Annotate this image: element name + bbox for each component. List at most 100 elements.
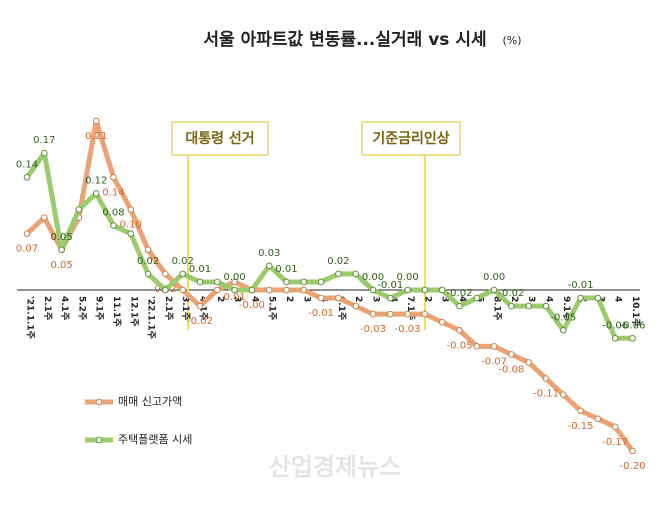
value-label: 0.02 [327, 256, 349, 267]
point [560, 326, 567, 334]
point [421, 310, 429, 318]
x-tick-label: 3 [232, 296, 242, 302]
value-label: 0.07 [16, 244, 38, 255]
x-tick-label: 2 [215, 296, 225, 302]
value-label: -0.11 [533, 389, 559, 400]
x-tick-label: '21.1.1주 [25, 296, 36, 339]
point [525, 302, 533, 310]
x-tick-label: 2 [422, 296, 432, 302]
x-tick-label: 12.1주 [128, 296, 139, 327]
point [41, 214, 48, 221]
value-label: 0.02 [137, 256, 159, 267]
x-tick-label: 9.1주 [561, 296, 572, 320]
point [248, 286, 256, 294]
point [352, 302, 360, 310]
point [231, 278, 238, 286]
x-tick-label: 4.1주 [59, 296, 70, 320]
point [92, 117, 100, 125]
point [456, 326, 463, 334]
value-label: 0.00 [483, 272, 505, 283]
point [317, 278, 325, 286]
point [58, 246, 65, 254]
point [127, 206, 135, 213]
x-tick-label: 8.1주 [492, 296, 503, 320]
point [231, 286, 238, 294]
x-tick-label: 4 [613, 296, 623, 302]
point [144, 246, 152, 254]
point [404, 286, 411, 294]
point [594, 294, 602, 302]
point [456, 302, 463, 310]
point [265, 262, 273, 270]
point [300, 278, 308, 286]
point [473, 294, 481, 302]
annotation: 대통령 선거 [185, 131, 254, 147]
x-tick-label: 5.1주 [267, 296, 278, 320]
x-tick-label: 3 [440, 296, 450, 302]
point [542, 302, 550, 310]
legend-marker [95, 398, 103, 406]
point [611, 335, 619, 342]
point [265, 286, 273, 294]
value-label: -0.03 [395, 324, 421, 335]
x-tick-label: '22.1.1주 [146, 296, 157, 339]
point [629, 447, 636, 455]
point [179, 270, 186, 278]
x-tick-label: 4 [457, 296, 467, 302]
unit: (%) [502, 34, 521, 47]
point [352, 270, 360, 278]
point [369, 286, 377, 294]
point [75, 206, 83, 213]
x-tick-label: 7.1주 [405, 296, 416, 320]
value-label: -0.15 [568, 421, 594, 432]
value-label: 0.01 [189, 264, 211, 275]
value-label: 0.01 [275, 264, 297, 275]
point [23, 174, 31, 181]
point [490, 343, 498, 350]
value-label: 0.14 [16, 159, 38, 170]
point [387, 294, 394, 302]
point [369, 310, 377, 318]
value-label: -0.02 [498, 288, 524, 299]
value-label: -0.17 [602, 437, 628, 448]
legend-label: 매매 신고가액 [118, 395, 182, 408]
annotation: 기준금리인상 [372, 130, 449, 147]
point [110, 174, 117, 181]
point [283, 286, 290, 294]
point [421, 286, 429, 294]
point [23, 230, 31, 237]
point [92, 190, 100, 197]
value-label: -0.02 [187, 316, 213, 327]
x-tick-label: 2.1주 [163, 296, 174, 320]
point [41, 149, 48, 157]
point [438, 318, 446, 326]
value-label: 0.05 [50, 260, 72, 271]
x-tick-label: 3 [301, 296, 311, 302]
x-tick-label: 6.1주 [336, 296, 347, 320]
x-tick-label: 9.1주 [94, 296, 105, 320]
point [560, 391, 567, 398]
point [577, 294, 584, 302]
value-label: 0.10 [120, 220, 142, 231]
x-tick-label: 3 [371, 296, 381, 302]
point [214, 278, 221, 286]
point [577, 407, 584, 415]
series-line [25, 118, 635, 453]
x-tick-label: 10.1주 [630, 296, 641, 327]
x-tick-label: 5.2주 [76, 296, 87, 320]
value-label: -0.08 [498, 364, 524, 375]
value-label: 0.12 [85, 175, 107, 186]
x-tick-label: 3.1주 [180, 296, 191, 320]
point [127, 230, 135, 237]
legend-marker [95, 436, 103, 444]
point [335, 270, 342, 278]
point [335, 294, 342, 302]
watermark: 산업경제뉴스 [269, 453, 401, 481]
point [179, 286, 186, 294]
x-tick-label: 2 [284, 296, 294, 302]
value-label: 0.00 [362, 272, 384, 283]
value-label: -0.06 [620, 320, 646, 331]
point [214, 286, 221, 294]
value-label: 0.05 [50, 232, 72, 243]
